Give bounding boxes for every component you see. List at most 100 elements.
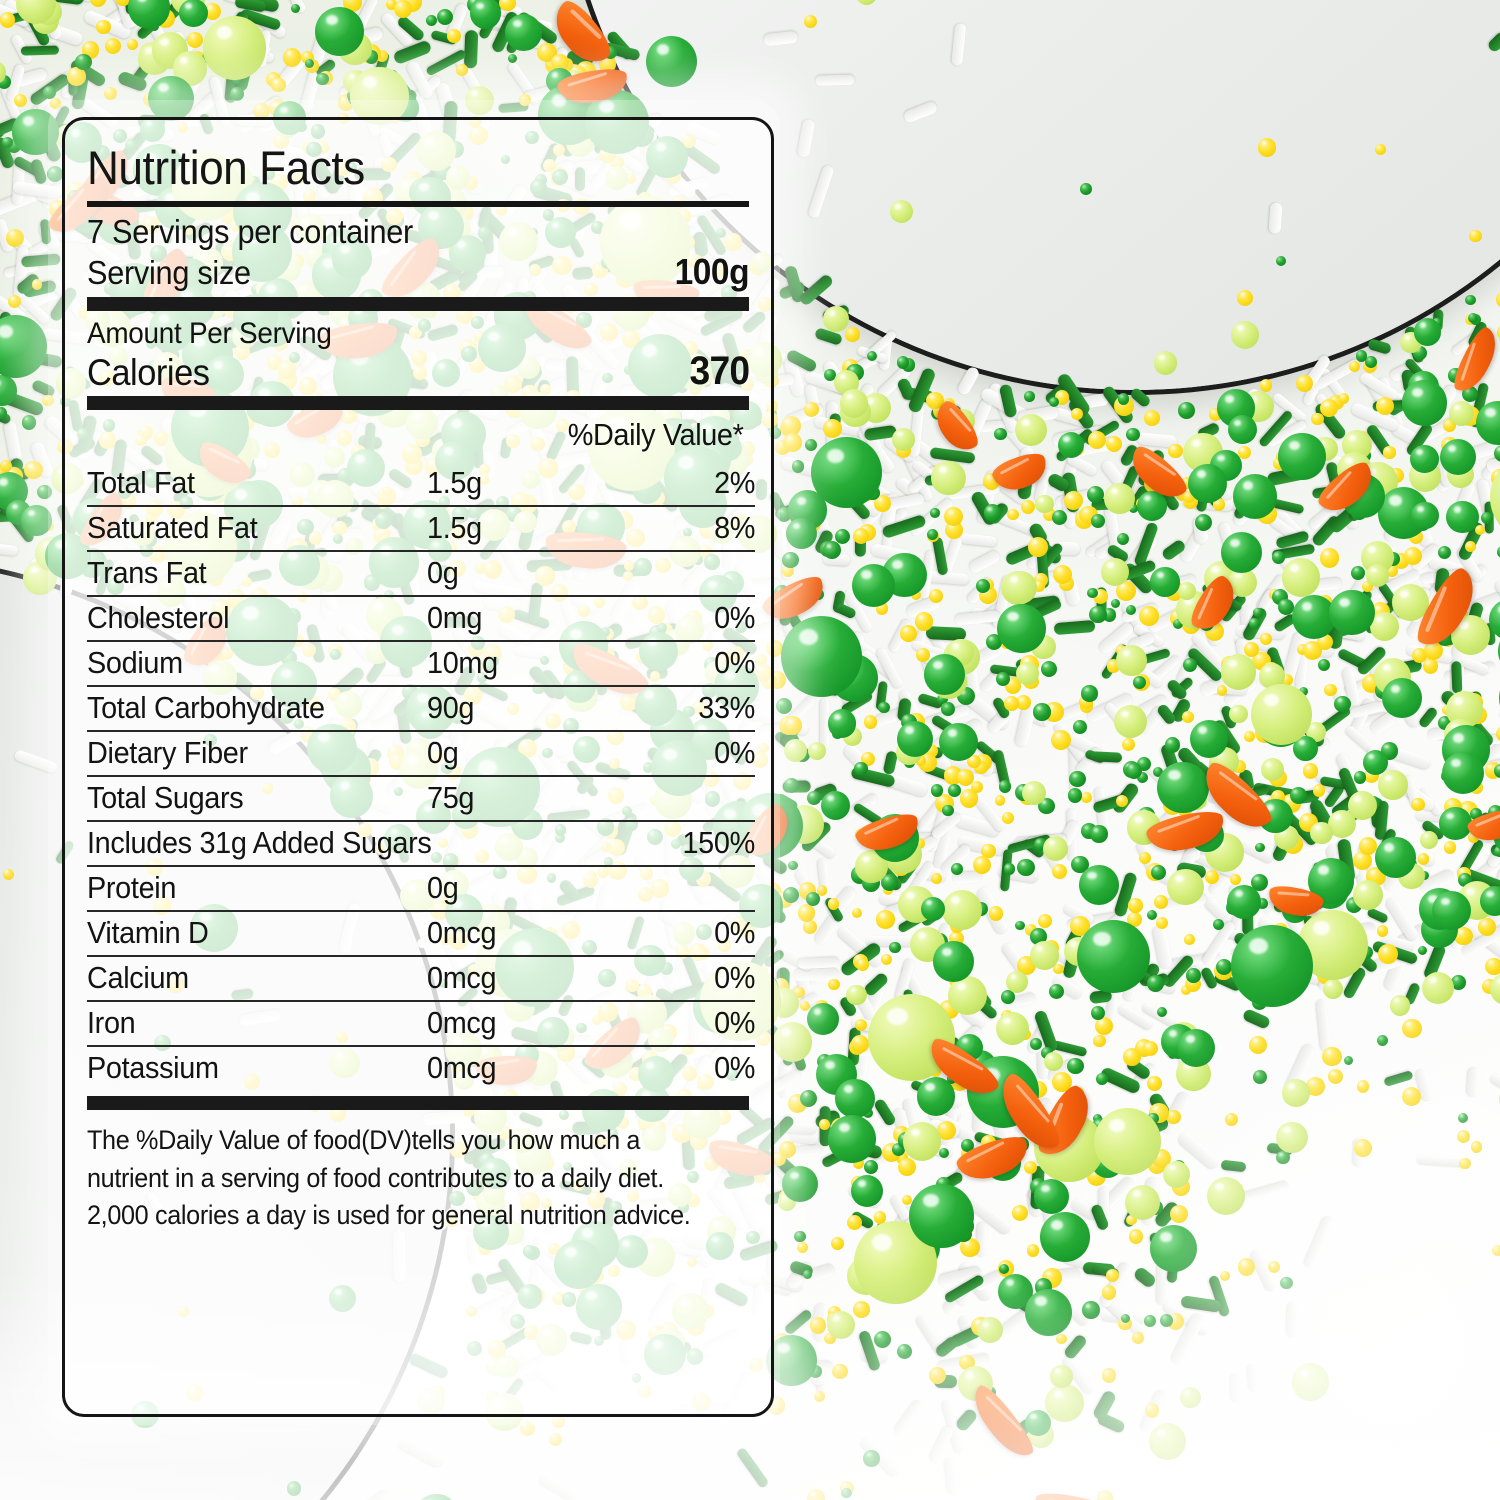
sprinkle-green-nonpareil: [1275, 256, 1286, 267]
sprinkle-green-nonpareil: [1465, 295, 1476, 306]
sprinkle-yellow-nonpareil: [1496, 725, 1500, 742]
sprinkle-green-nonpareil: [229, 87, 244, 102]
sprinkle-lime-pearl: [1035, 494, 1054, 514]
sprinkle-green-nonpareil: [1089, 605, 1108, 624]
sprinkle-white-jimmy: [3, 420, 23, 464]
sprinkle-green-nonpareil: [804, 439, 817, 451]
sprinkle-green-nonpareil: [942, 804, 954, 817]
nutrient-daily-value: 33%: [607, 686, 755, 732]
sprinkle-yellow-nonpareil: [1443, 841, 1457, 854]
sprinkle-green-nonpareil: [1081, 685, 1098, 702]
sprinkle-yellow-nonpareil: [375, 49, 388, 62]
nutrient-amount: 0mg: [427, 596, 607, 642]
nutrient-amount: 0mcg: [427, 911, 607, 957]
sprinkle-lime-pearl: [1177, 581, 1196, 600]
sprinkle-green-pearl: [1278, 433, 1326, 481]
sprinkle-yellow-nonpareil: [1349, 360, 1361, 372]
sprinkle-lime-pearl: [1229, 704, 1248, 724]
sprinkle-yellow-nonpareil: [1244, 731, 1255, 742]
sprinkle-green-nonpareil: [807, 791, 822, 806]
divider-thick-footnote: [87, 1096, 749, 1110]
sprinkle-white-jimmy: [795, 118, 816, 158]
sprinkle-green-nonpareil: [1003, 863, 1016, 875]
sprinkle-yellow-nonpareil: [1204, 870, 1219, 884]
sprinkle-yellow-nonpareil: [1126, 912, 1142, 927]
sprinkle-yellow-nonpareil: [456, 64, 468, 76]
sprinkle-yellow-nonpareil: [1230, 873, 1242, 885]
sprinkle-yellow-nonpareil: [900, 625, 917, 643]
nutrient-name: Trans Fat: [87, 551, 427, 597]
sprinkle-green-nonpareil: [1030, 1038, 1042, 1051]
footnote-line-3: 2,000 calories a day is used for general…: [87, 1200, 691, 1231]
sprinkle-yellow-nonpareil: [818, 1118, 830, 1130]
sprinkle-green-nonpareil: [1289, 787, 1307, 805]
sprinkle-large-green-ball: [0, 315, 47, 378]
sprinkle-yellow-nonpareil: [913, 838, 926, 850]
amount-per-serving-label: Amount Per Serving: [87, 317, 332, 350]
nutrient-name: Dietary Fiber: [87, 731, 427, 777]
sprinkle-green-nonpareil: [889, 941, 901, 954]
sprinkle-green-nonpareil: [864, 1160, 879, 1175]
sprinkle-yellow-nonpareil: [960, 1237, 980, 1258]
table-row: Potassium 0mcg 0%: [87, 1046, 755, 1090]
nutrient-daily-value: 0%: [713, 1050, 755, 1085]
sprinkle-green-nonpareil: [1164, 737, 1180, 753]
sprinkle-green-pearl: [921, 896, 946, 921]
sprinkle-yellow-nonpareil: [1324, 683, 1337, 697]
sprinkle-green-pearl: [469, 0, 501, 29]
sprinkle-yellow-nonpareil: [881, 953, 893, 965]
sprinkle-green-nonpareil: [951, 863, 964, 876]
sprinkle-green-pearl: [645, 36, 697, 88]
nutrient-amount: 1.5g: [427, 462, 607, 507]
sprinkle-green-nonpareil: [1467, 312, 1478, 323]
sprinkle-yellow-nonpareil: [1257, 138, 1277, 157]
sprinkle-green-nonpareil: [1183, 657, 1198, 672]
sprinkle-white-jimmy: [950, 22, 966, 66]
sprinkle-yellow-nonpareil: [910, 589, 922, 601]
sprinkle-green-pearl: [916, 1077, 956, 1116]
sprinkle-green-nonpareil: [1365, 355, 1378, 368]
sprinkle-green-nonpareil: [75, 53, 92, 70]
sprinkle-lime-pearl: [1353, 879, 1384, 910]
sprinkle-yellow-nonpareil: [89, 0, 107, 7]
nutrient-name: Sodium: [87, 641, 427, 687]
sprinkle-lime-pearl: [855, 0, 877, 5]
sprinkle-green-pearl: [1227, 415, 1257, 445]
serving-size-row: Serving size 100g: [87, 251, 749, 293]
sprinkle-yellow-nonpareil: [797, 904, 816, 922]
sprinkle-yellow-nonpareil: [822, 419, 842, 439]
table-row: Protein 0g: [87, 866, 755, 912]
sprinkle-yellow-nonpareil: [1012, 1205, 1029, 1222]
sprinkle-white-jimmy: [1267, 202, 1282, 235]
nutrient-name: Iron: [87, 1001, 427, 1047]
sprinkle-yellow-nonpareil: [1155, 916, 1168, 929]
nutrient-daily-value: 0%: [607, 641, 755, 687]
sprinkle-large-lime-ball: [202, 16, 267, 80]
calories-label: Calories: [87, 352, 210, 393]
sprinkle-yellow-nonpareil: [1064, 490, 1083, 510]
sprinkle-green-pearl: [1329, 590, 1375, 636]
sprinkle-green-nonpareil: [1215, 958, 1232, 975]
sprinkle-green-jimmy: [1155, 703, 1178, 727]
table-row: Saturated Fat 1.5g 8%: [87, 506, 755, 552]
sprinkle-yellow-nonpareil: [1359, 836, 1377, 855]
sprinkle-green-nonpareil: [21, 415, 37, 430]
serving-size-value: 100g: [674, 251, 750, 292]
sprinkle-yellow-nonpareil: [1475, 524, 1486, 535]
sprinkle-green-nonpareil: [835, 528, 851, 544]
calories-row: Calories 370: [87, 349, 750, 394]
sprinkle-yellow-nonpareil: [1038, 914, 1053, 929]
sprinkle-white-jimmy: [968, 549, 1002, 575]
sprinkle-yellow-nonpareil: [1469, 229, 1483, 243]
sprinkle-yellow-nonpareil: [1259, 379, 1273, 392]
nutrient-amount: 0g: [427, 551, 607, 597]
sprinkle-green-nonpareil: [1090, 825, 1108, 843]
photo-right-highlight: [1070, 980, 1500, 1500]
sprinkle-green-nonpareil: [1087, 587, 1098, 599]
sprinkle-green-pearl: [1057, 432, 1084, 459]
sprinkle-yellow-nonpareil: [126, 38, 138, 50]
sprinkle-yellow-nonpareil: [499, 0, 516, 12]
sprinkle-green-nonpareil: [939, 1147, 950, 1158]
table-row: Sodium 10mg 0%: [87, 641, 755, 687]
